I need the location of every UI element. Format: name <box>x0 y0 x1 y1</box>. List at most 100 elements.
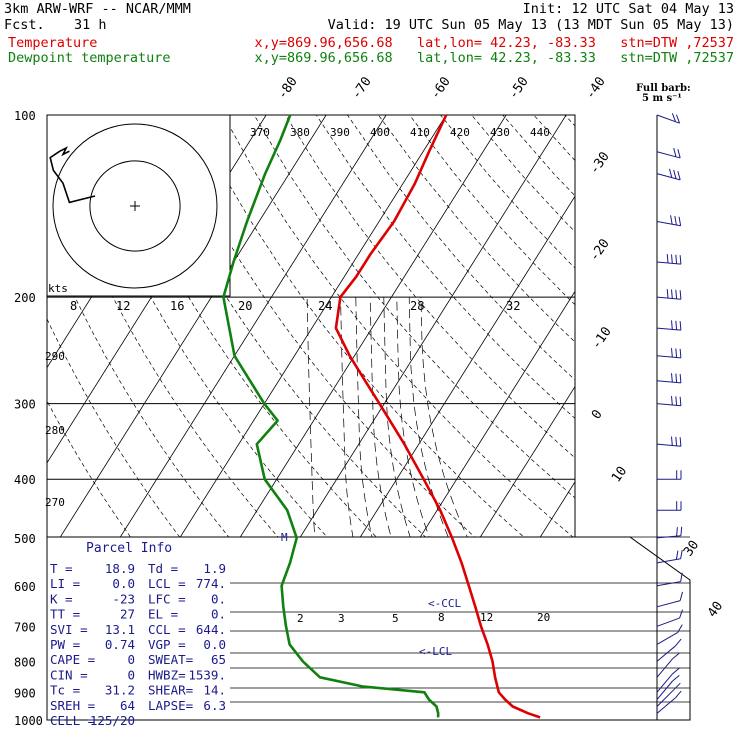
barb-feather <box>666 253 669 264</box>
barb-feather <box>679 373 682 383</box>
parcel-field-label: LFC = <box>148 591 186 606</box>
barb-shaft <box>656 355 681 359</box>
theta-label: 440 <box>530 126 550 139</box>
barb-shaft <box>656 631 679 645</box>
barb-feather <box>675 348 678 358</box>
parcel-field-label: HWBZ= <box>148 667 186 682</box>
parcel-field-value: -23 <box>112 591 135 606</box>
barb-feather <box>673 147 677 157</box>
parcel-field-label: PW = <box>50 637 80 652</box>
barb-shaft <box>656 261 681 265</box>
barb-shaft <box>656 600 681 608</box>
barb-legend-units: 5 m s⁻¹ <box>642 93 682 104</box>
barb-feather <box>675 254 678 264</box>
barb-feather <box>678 216 682 226</box>
parcel-field-label: LAPSE= <box>148 698 193 713</box>
parcel-info-title: Parcel Info <box>86 541 172 556</box>
mixing-ratio-label: 5 <box>392 612 399 625</box>
parcel-field-value: 644. <box>196 622 226 637</box>
dewpoint-legend: Dewpoint temperature <box>8 50 171 66</box>
barb-feather <box>672 652 680 660</box>
barb-feather <box>670 215 673 225</box>
barb-feather <box>671 320 673 330</box>
isotherm-label: -50 <box>506 74 532 102</box>
barb-feather <box>677 171 681 180</box>
barb-feather <box>679 396 682 406</box>
theta-label: 290 <box>45 350 65 363</box>
wind-barb <box>657 470 682 480</box>
isotherm-label: -10 <box>589 324 615 352</box>
barb-feather <box>675 638 682 647</box>
parcel-field-label: SVI = <box>50 622 88 637</box>
barb-shaft <box>656 645 676 662</box>
mixing-ratio-label: 2 <box>297 612 304 625</box>
parcel-field-label: LI = <box>50 576 80 591</box>
pressure-tick-label: 300 <box>14 398 36 412</box>
barb-feather <box>673 169 677 179</box>
pressure-tick-label: 900 <box>14 686 36 700</box>
dewpoint-trace <box>222 114 440 718</box>
parcel-field-label: CCL = <box>148 622 186 637</box>
isotherm-label: -80 <box>275 74 301 102</box>
wind-barb <box>656 215 682 227</box>
isotherm-label: 10 <box>609 464 630 485</box>
wind-barb <box>656 652 680 678</box>
parcel-field-label: EL = <box>148 607 178 622</box>
barb-feather <box>676 527 678 537</box>
barb-feather <box>671 113 676 122</box>
wind-barb <box>656 436 682 447</box>
init-time: Init: 12 UTC Sat 04 May 13 <box>522 1 734 17</box>
barb-legend-title: Full barb: <box>636 83 691 94</box>
pressure-tick-label: 700 <box>14 620 36 634</box>
barb-shaft <box>656 689 675 707</box>
parcel-field-value: 64 <box>120 698 135 713</box>
wind-barb <box>656 526 683 539</box>
barb-feather <box>673 682 681 690</box>
temperature-legend: Temperature <box>8 35 98 51</box>
wind-barb <box>656 147 681 159</box>
isotherm-label: -70 <box>349 74 375 102</box>
hodograph-speed-label: 24 <box>318 299 332 313</box>
barb-shaft <box>656 221 681 227</box>
wind-barb <box>656 624 683 645</box>
hodograph-speed-label: 8 <box>70 299 77 313</box>
parcel-field-label: SWEAT= <box>148 652 193 667</box>
parcel-field-value: 0. <box>211 591 226 606</box>
parcel-field-value: 125/20 <box>90 713 135 728</box>
mixing-ratio-label: 3 <box>338 612 345 625</box>
wind-barb <box>656 395 682 407</box>
pressure-tick-label: 1000 <box>14 714 43 728</box>
wind-barb <box>656 638 682 662</box>
parcel-field-value: 6.3 <box>203 698 226 713</box>
barb-feather <box>675 550 679 560</box>
parcel-panel-frame <box>46 536 691 721</box>
theta-label: 410 <box>410 126 430 139</box>
theta-label: 400 <box>370 126 390 139</box>
isotherm-label: -40 <box>583 74 609 102</box>
parcel-field-label: T = <box>50 561 73 576</box>
barb-shaft <box>656 673 673 693</box>
hodograph-speed-label: 16 <box>170 299 184 313</box>
fcst-label: Fcst. <box>4 17 45 33</box>
parcel-field-value: 1.9 <box>203 561 226 576</box>
wind-barb <box>656 348 682 359</box>
hodograph-ring-outer <box>52 123 218 289</box>
parcel-field-label: SHEAR= <box>148 683 193 698</box>
barb-shaft <box>656 380 681 384</box>
pressure-tick-label: 800 <box>14 655 36 669</box>
barb-shaft <box>656 403 681 407</box>
barb-shaft <box>656 658 673 678</box>
hodograph-speed-label: 28 <box>410 299 424 313</box>
pressure-tick-label: 200 <box>14 291 36 305</box>
mixing-ratio-label: 12 <box>480 611 493 624</box>
barb-shaft <box>656 296 681 300</box>
wind-barb <box>656 549 683 564</box>
isotherm-label: 40 <box>705 599 726 620</box>
barb-shaft <box>656 617 680 627</box>
parcel-field-value: 0.0 <box>112 576 135 591</box>
parcel-field-value: 18.9 <box>105 561 135 576</box>
parcel-field-value: 65 <box>211 652 226 667</box>
barb-feather <box>675 396 678 406</box>
